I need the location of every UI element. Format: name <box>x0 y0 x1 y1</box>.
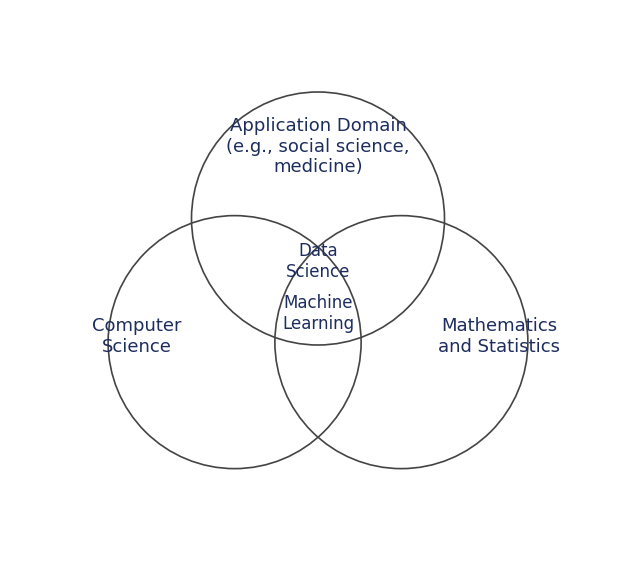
Text: Mathematics
and Statistics: Mathematics and Statistics <box>438 317 560 356</box>
Text: Machine
Learning: Machine Learning <box>282 294 354 333</box>
Text: Data
Science: Data Science <box>286 242 350 281</box>
Text: Computer
Science: Computer Science <box>92 317 182 356</box>
Text: Application Domain
(e.g., social science,
medicine): Application Domain (e.g., social science… <box>226 117 410 177</box>
